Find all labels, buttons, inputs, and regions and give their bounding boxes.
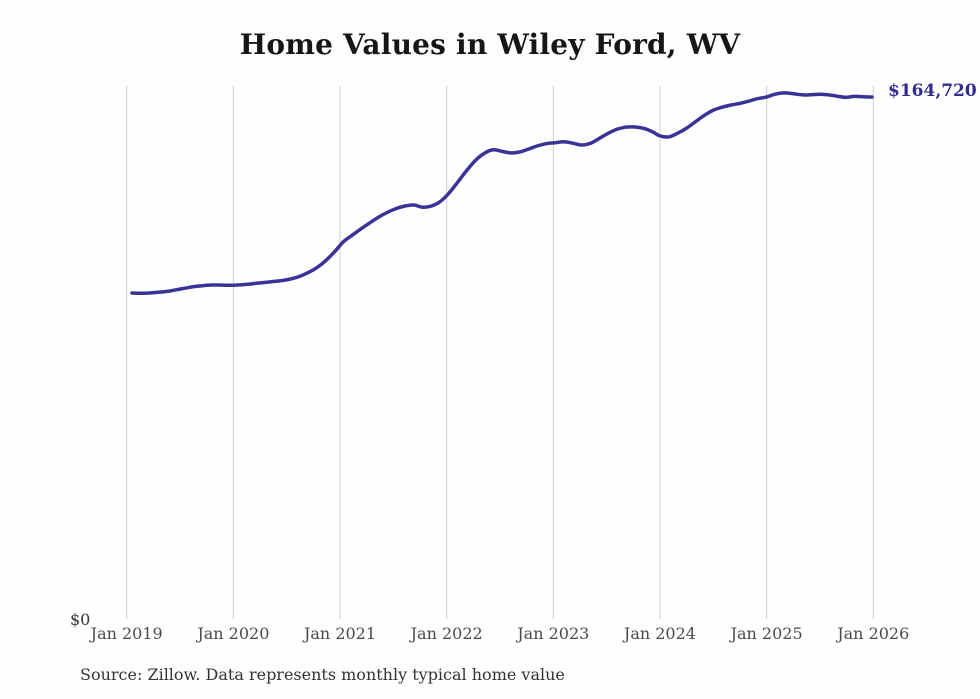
end-value-label: $164,720 [888, 81, 977, 101]
x-axis-label: Jan 2021 [303, 624, 377, 643]
x-axis-label: Jan 2025 [730, 624, 803, 643]
x-axis-label: Jan 2023 [517, 624, 590, 643]
home-value-line-series [130, 91, 874, 296]
vertical-gridlines [126, 86, 874, 619]
y-axis-zero-label: $0 [70, 610, 91, 629]
x-axis-label: Jan 2019 [90, 624, 163, 643]
source-note: Source: Zillow. Data represents monthly … [80, 665, 565, 684]
x-axis-label: Jan 2020 [197, 624, 270, 643]
x-axis-label: Jan 2022 [410, 624, 483, 643]
chart-title: Home Values in Wiley Ford, WV [239, 28, 741, 61]
x-axis-label: Jan 2026 [837, 624, 910, 643]
x-axis-label: Jan 2024 [623, 624, 696, 643]
